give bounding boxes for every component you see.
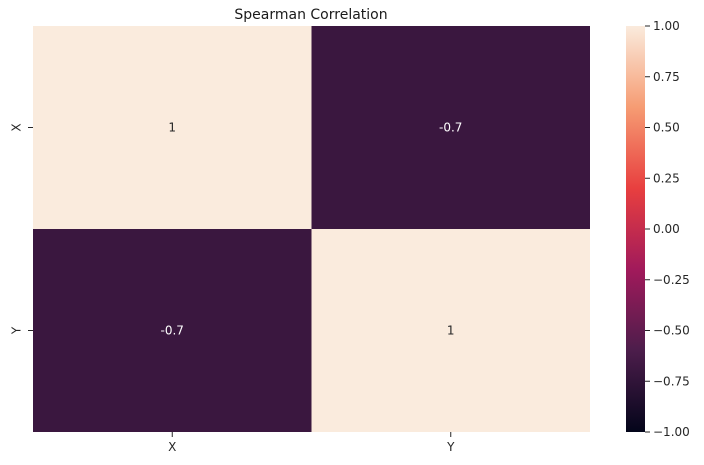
heatmap-cells: 1 -0.7 -0.7 1 bbox=[33, 26, 590, 432]
colorbar-tick-label: 0.75 bbox=[653, 70, 680, 84]
y-axis-ticks: XY bbox=[10, 123, 33, 335]
x-tick-label: X bbox=[168, 440, 176, 454]
heatmap-cell bbox=[311, 229, 590, 432]
colorbar-tick-label: 0.00 bbox=[653, 222, 680, 236]
heatmap-cell bbox=[33, 26, 312, 229]
cell-label: -0.7 bbox=[161, 324, 184, 338]
y-tick-label: X bbox=[10, 123, 24, 131]
chart-title: Spearman Correlation bbox=[234, 7, 387, 23]
cell-label: 1 bbox=[447, 324, 455, 338]
heatmap-cell bbox=[33, 229, 312, 432]
colorbar-tick-label: 0.25 bbox=[653, 171, 680, 185]
x-tick-label: Y bbox=[446, 440, 455, 454]
colorbar-tick-label: 1.00 bbox=[653, 19, 680, 33]
colorbar-tick-label: −0.75 bbox=[653, 374, 690, 388]
colorbar-tick-label: −1.00 bbox=[653, 425, 690, 439]
colorbar-ticks: 1.00 0.75 0.50 0.25 0.00 −0.25 −0.50 −0.75 −1.00 bbox=[645, 19, 690, 439]
colorbar-tick-label: −0.25 bbox=[653, 273, 690, 287]
y-tick-label: Y bbox=[10, 326, 24, 335]
colorbar-tick-label: 0.50 bbox=[653, 121, 680, 135]
colorbar bbox=[626, 26, 645, 432]
heatmap-cell bbox=[311, 26, 590, 229]
cell-label: 1 bbox=[168, 121, 176, 135]
cell-label: -0.7 bbox=[439, 121, 462, 135]
colorbar-tick-label: −0.50 bbox=[653, 324, 690, 338]
